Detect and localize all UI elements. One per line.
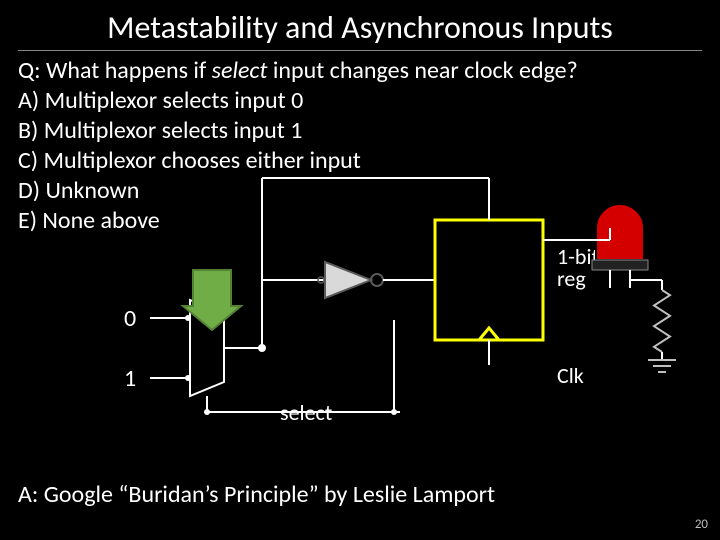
page-number: 20 — [695, 517, 708, 532]
svg-text:1: 1 — [124, 364, 136, 393]
answer-line: A: Google “Buridan’s Principle” by Lesli… — [18, 480, 495, 509]
svg-text:select: select — [280, 399, 332, 426]
circuit-diagram: 011-bitregClkselect — [0, 0, 720, 540]
svg-text:Clk: Clk — [557, 362, 584, 389]
svg-text:0: 0 — [124, 304, 136, 333]
